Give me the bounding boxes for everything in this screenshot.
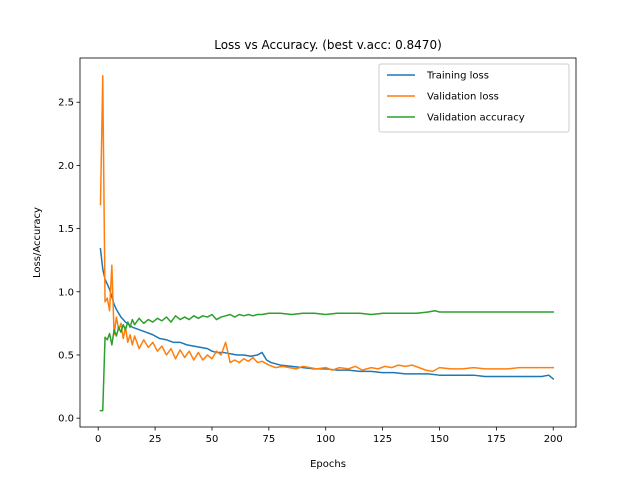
- legend-label-1: Training loss: [426, 71, 489, 82]
- x-tick-label: 0: [95, 434, 101, 445]
- x-tick-label: 75: [262, 434, 275, 445]
- y-axis: 0.0 0.5 1.0 1.5 2.0 2.5: [58, 98, 80, 425]
- x-axis-label: Epochs: [310, 459, 346, 470]
- x-tick-label: 125: [373, 434, 392, 445]
- plot-frame: [79, 57, 577, 428]
- x-axis: 0 25 50 75 100 125 150 175 200: [95, 427, 563, 445]
- legend-label-2: Validation loss: [427, 92, 499, 103]
- y-axis-label: Loss/Accuracy: [32, 207, 43, 278]
- legend-box: [378, 63, 570, 133]
- x-tick-label: 50: [206, 434, 219, 445]
- x-tick-label: 175: [487, 434, 506, 445]
- y-tick-label: 2.0: [58, 161, 74, 172]
- y-tick-label: 2.5: [58, 98, 74, 109]
- x-tick-label: 150: [430, 434, 449, 445]
- legend-label-3: Validation accuracy: [427, 113, 525, 124]
- y-tick-label: 0.0: [58, 414, 74, 425]
- y-tick-label: 1.0: [58, 287, 74, 298]
- series-layer: [99, 74, 555, 412]
- series-line-3: [99, 309, 554, 412]
- y-tick-label: 1.5: [58, 224, 74, 235]
- y-tick-label: 0.5: [58, 350, 74, 361]
- legend: Training loss Validation loss Validation a…: [378, 63, 570, 133]
- x-tick-label: 25: [149, 434, 162, 445]
- chart-title: Loss vs Accuracy. (best v.acc: 0.8470): [214, 38, 442, 52]
- x-tick-label: 200: [544, 434, 563, 445]
- x-tick-label: 100: [316, 434, 335, 445]
- series-line-2: [99, 74, 554, 373]
